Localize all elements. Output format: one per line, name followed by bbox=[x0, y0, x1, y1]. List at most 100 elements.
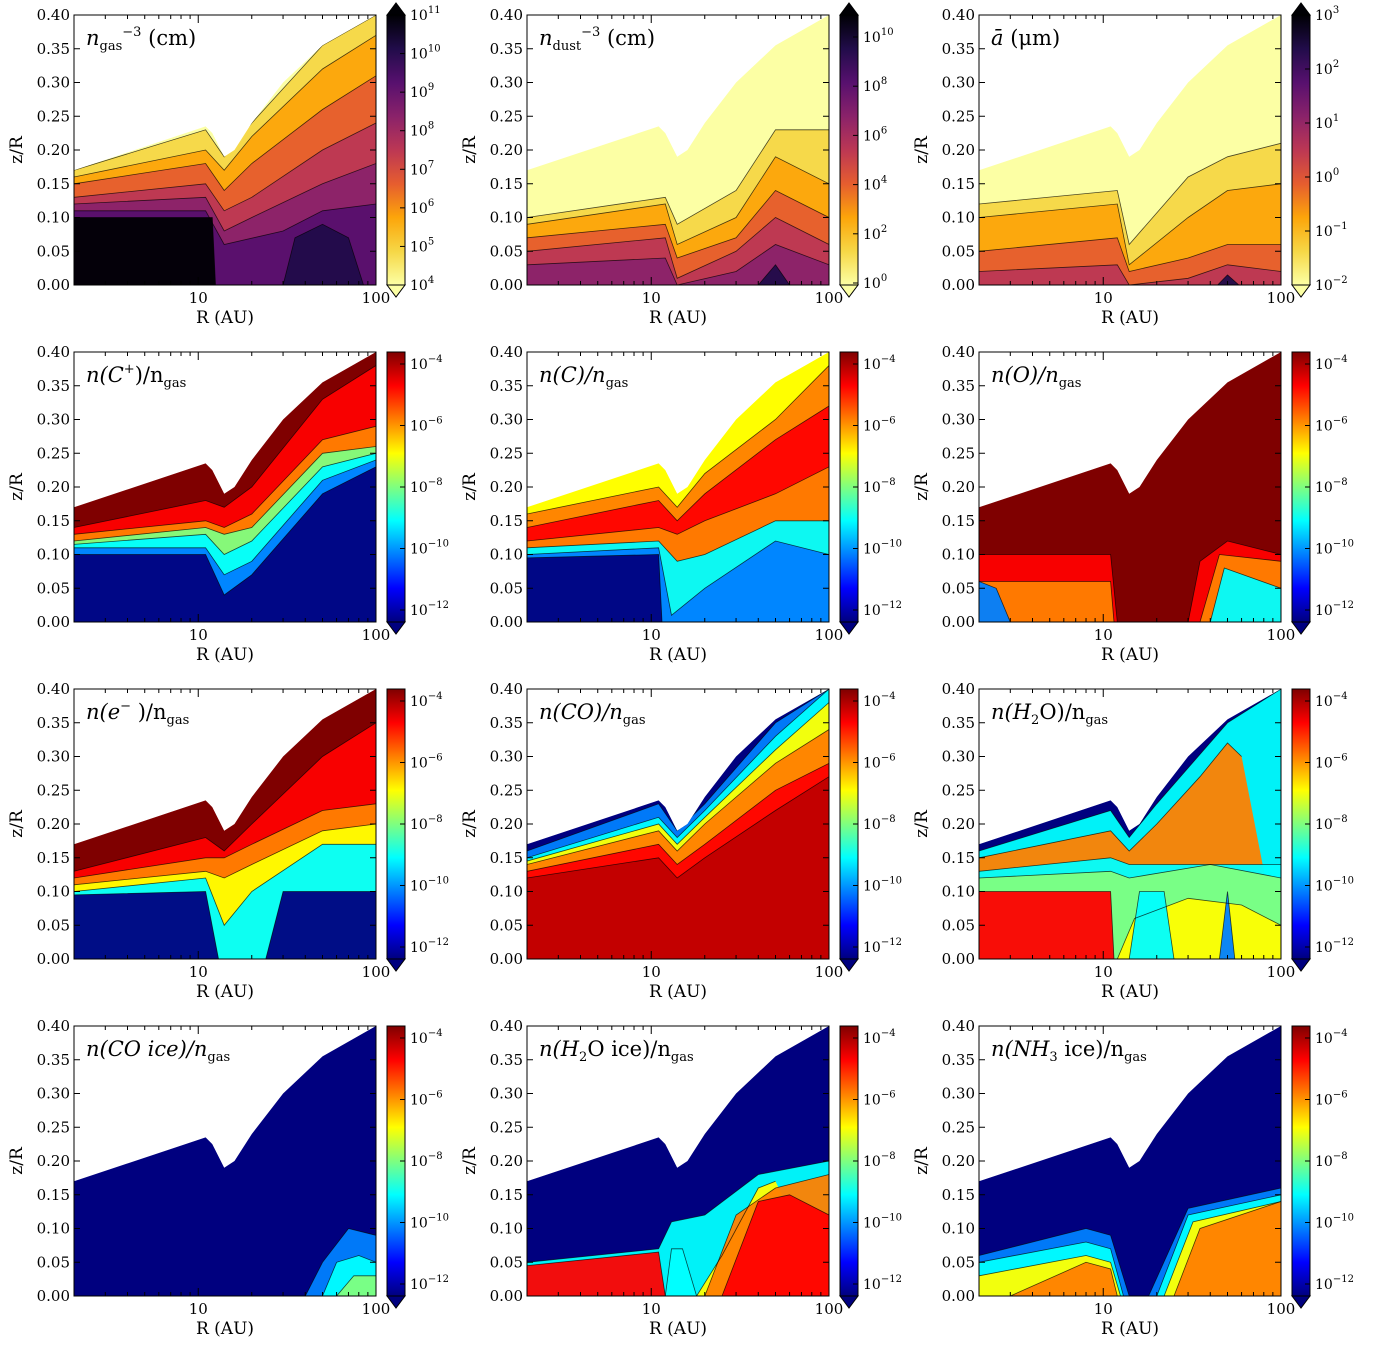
panel-title: ā (μm) bbox=[991, 26, 1060, 50]
x-tick-label: 100 bbox=[362, 1300, 391, 1318]
x-tick-label: 10 bbox=[642, 963, 661, 981]
x-tick-label: 100 bbox=[362, 626, 391, 644]
y-tick-label: 0.40 bbox=[490, 6, 523, 24]
colorbar-tick-label: 106 bbox=[863, 125, 887, 144]
abundance-band-3 bbox=[979, 264, 1281, 285]
contour-line-2 bbox=[979, 1201, 1281, 1296]
y-tick-label: 0.20 bbox=[37, 1152, 70, 1170]
panel-title: n(C+)/ngas bbox=[86, 362, 186, 391]
colorbar-tick-label: 10−12 bbox=[1315, 1274, 1354, 1293]
y-tick-label: 0.40 bbox=[942, 1017, 975, 1035]
abundance-band-6 bbox=[74, 217, 376, 285]
y-tick-label: 0.35 bbox=[490, 1051, 523, 1069]
y-tick-label: 0.00 bbox=[490, 1287, 523, 1305]
y-tick-label: 0.40 bbox=[942, 680, 975, 698]
y-tick-label: 0.05 bbox=[37, 1253, 70, 1271]
colorbar-tick-label: 10−10 bbox=[863, 876, 902, 895]
contour-line-3 bbox=[527, 729, 829, 865]
y-tick-label: 0.05 bbox=[490, 579, 523, 597]
x-tick-label: 10 bbox=[1094, 289, 1113, 307]
colorbar-extend-min bbox=[1291, 621, 1311, 635]
colorbar-tick-label: 104 bbox=[863, 175, 887, 194]
contour-line-3 bbox=[696, 1180, 776, 1296]
x-tick-label: 100 bbox=[1267, 963, 1296, 981]
colorbar-extend-min bbox=[1291, 958, 1311, 972]
colorbar-tick-label: 102 bbox=[863, 224, 887, 243]
y-tick-label: 0.00 bbox=[490, 613, 523, 631]
x-tick-label: 10 bbox=[189, 289, 208, 307]
colorbar-tick-label: 10−12 bbox=[410, 937, 449, 956]
abundance-band-1 bbox=[527, 1252, 829, 1296]
contour-line-3 bbox=[979, 264, 1281, 285]
y-tick-label: 0.35 bbox=[37, 40, 70, 58]
colorbar-tick-label: 100 bbox=[863, 273, 887, 292]
colorbar-tick-label: 103 bbox=[1315, 5, 1339, 24]
y-tick-label: 0.00 bbox=[37, 950, 70, 968]
colorbar-extend-min bbox=[386, 284, 406, 298]
y-axis-label: z/R bbox=[912, 1146, 932, 1175]
y-tick-label: 0.00 bbox=[942, 950, 975, 968]
colorbar-gradient bbox=[386, 14, 406, 286]
y-tick-label: 0.15 bbox=[490, 1186, 523, 1204]
heatmap-area bbox=[979, 15, 1281, 285]
colorbar-tick-label: 107 bbox=[410, 159, 434, 178]
contour-line-2 bbox=[979, 237, 1281, 272]
y-tick-label: 0.15 bbox=[37, 1186, 70, 1204]
x-tick-label: 10 bbox=[1094, 1300, 1113, 1318]
contour-line-5 bbox=[721, 1194, 829, 1296]
abundance-band-5 bbox=[979, 898, 1281, 959]
colorbar: 10−2 10−1 100 101 102 103 bbox=[1291, 2, 1348, 298]
colorbar-gradient bbox=[839, 14, 859, 286]
y-tick-label: 0.10 bbox=[490, 883, 523, 901]
x-axis-label: R (AU) bbox=[196, 982, 254, 1002]
contour-line-0 bbox=[979, 142, 1281, 246]
y-tick-label: 0.00 bbox=[942, 1287, 975, 1305]
x-axis-label: R (AU) bbox=[649, 1319, 707, 1339]
panel-H2Oice: 0.00 0.05 0.10 0.15 0.20 0.25 0.30 0.35 0.40 10 10… bbox=[460, 1017, 902, 1339]
colorbar: 10−4 10−6 10−8 10−10 10−12 bbox=[839, 1025, 902, 1309]
colorbar: 104 105 106 107 108 109 1010 1011 bbox=[386, 2, 441, 298]
heatmap-area bbox=[74, 1026, 376, 1296]
contour-line-0 bbox=[74, 722, 376, 872]
x-tick-label: 10 bbox=[189, 963, 208, 981]
colorbar-tick-label: 10−4 bbox=[863, 354, 896, 373]
colorbar-tick-label: 10−6 bbox=[410, 1090, 443, 1109]
y-tick-label: 0.15 bbox=[37, 512, 70, 530]
contour-line-2 bbox=[527, 189, 829, 259]
y-tick-label: 0.05 bbox=[37, 916, 70, 934]
colorbar-tick-label: 100 bbox=[1315, 167, 1339, 186]
panel-COice: 0.00 0.05 0.10 0.15 0.20 0.25 0.30 0.35 0.40 10 10… bbox=[7, 1017, 449, 1339]
y-tick-label: 0.40 bbox=[37, 1017, 70, 1035]
y-axis-label: z/R bbox=[460, 1146, 480, 1175]
x-axis-label: R (AU) bbox=[196, 308, 254, 328]
colorbar: 10−4 10−6 10−8 10−10 10−12 bbox=[839, 351, 902, 635]
contour-line-5 bbox=[527, 776, 829, 879]
colorbar-tick-label: 1010 bbox=[863, 27, 894, 46]
y-tick-label: 0.30 bbox=[942, 411, 975, 429]
y-tick-label: 0.00 bbox=[942, 276, 975, 294]
y-tick-label: 0.40 bbox=[37, 680, 70, 698]
contour-line-6 bbox=[74, 217, 376, 285]
abundance-band-3 bbox=[979, 1201, 1281, 1296]
abundance-band-5 bbox=[527, 264, 829, 285]
panel-C: 0.00 0.05 0.10 0.15 0.20 0.25 0.30 0.35 0.40 10 10… bbox=[460, 343, 902, 665]
y-tick-label: 0.25 bbox=[490, 1118, 523, 1136]
panel-electron: 0.00 0.05 0.10 0.15 0.20 0.25 0.30 0.35 0.40 10 10… bbox=[7, 680, 449, 1002]
panel-title: n(NH3 ice)/ngas bbox=[991, 1037, 1147, 1065]
y-tick-label: 0.25 bbox=[490, 444, 523, 462]
panel-H2O: 0.00 0.05 0.10 0.15 0.20 0.25 0.30 0.35 0.40 10 10… bbox=[912, 680, 1354, 1002]
colorbar-extend-max bbox=[1291, 2, 1311, 16]
y-tick-label: 0.20 bbox=[490, 478, 523, 496]
y-tick-label: 0.25 bbox=[37, 107, 70, 125]
y-tick-label: 0.10 bbox=[37, 1220, 70, 1238]
colorbar-tick-label: 105 bbox=[410, 236, 434, 255]
y-tick-label: 0.05 bbox=[37, 579, 70, 597]
contour-line-5 bbox=[74, 466, 376, 596]
x-axis-label: R (AU) bbox=[1101, 1319, 1159, 1339]
y-tick-label: 0.15 bbox=[942, 512, 975, 530]
contour-line-5 bbox=[74, 203, 376, 245]
colorbar-tick-label: 10−8 bbox=[1315, 477, 1348, 496]
abundance-band-7 bbox=[74, 224, 376, 285]
contour-line-1 bbox=[527, 405, 829, 528]
